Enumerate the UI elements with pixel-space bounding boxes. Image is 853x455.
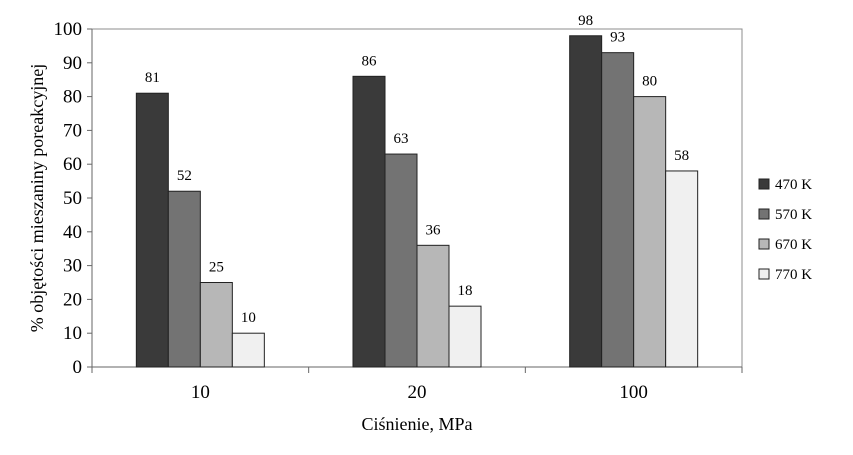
legend-label: 770 K <box>775 267 812 283</box>
bar <box>135 92 169 368</box>
y-tick-labels: 0 10 20 30 40 50 60 70 80 90 100 <box>54 19 83 378</box>
data-label: 86 <box>362 53 378 69</box>
bar <box>167 190 201 368</box>
y-tick-label: 70 <box>63 120 82 141</box>
y-tick-label: 10 <box>63 323 82 344</box>
legend: 470 K 570 K 670 K 770 K <box>758 177 812 283</box>
legend-swatch <box>758 208 770 220</box>
bars <box>135 35 699 368</box>
x-tick-labels: 10 20 100 <box>191 382 648 403</box>
y-tick-label: 40 <box>63 222 82 243</box>
legend-swatch <box>758 178 770 190</box>
bar <box>199 282 233 368</box>
data-label: 93 <box>610 30 625 46</box>
bar <box>569 35 603 368</box>
bar <box>231 332 265 368</box>
legend-swatch <box>758 268 770 280</box>
bar <box>448 305 482 368</box>
x-tick-label: 10 <box>191 382 210 403</box>
y-axis-title: % objętości mieszaniny poreakcyjnej <box>27 64 47 332</box>
y-tick-label: 30 <box>63 256 82 277</box>
data-labels: 81 52 25 10 86 63 36 18 98 93 80 58 <box>145 13 689 326</box>
y-tick-label: 80 <box>63 87 82 108</box>
y-tick-label: 90 <box>63 53 82 74</box>
y-tick-label: 0 <box>73 357 83 378</box>
data-label: 36 <box>426 222 442 238</box>
y-tick-label: 100 <box>54 19 83 40</box>
y-tick-label: 20 <box>63 289 82 310</box>
data-label: 25 <box>209 260 224 276</box>
bar <box>665 170 699 368</box>
data-label: 98 <box>578 13 593 29</box>
data-label: 52 <box>177 168 192 184</box>
bar <box>633 96 667 368</box>
x-axis-title: Ciśnienie, MPa <box>362 414 473 434</box>
legend-swatch <box>758 238 770 250</box>
x-tick-label: 100 <box>619 382 648 403</box>
x-tick-label: 20 <box>408 382 427 403</box>
bar <box>416 244 450 368</box>
data-label: 80 <box>642 74 657 90</box>
bar <box>601 52 635 368</box>
data-label: 10 <box>241 310 256 326</box>
legend-label: 670 K <box>775 237 812 253</box>
y-tick-label: 50 <box>63 188 82 209</box>
data-label: 18 <box>458 283 473 299</box>
data-label: 81 <box>145 70 160 86</box>
data-label: 63 <box>394 131 409 147</box>
y-tick-label: 60 <box>63 154 82 175</box>
bar <box>384 153 418 368</box>
bar <box>352 75 386 368</box>
legend-label: 470 K <box>775 177 812 193</box>
legend-label: 570 K <box>775 207 812 223</box>
data-label: 58 <box>674 148 689 164</box>
